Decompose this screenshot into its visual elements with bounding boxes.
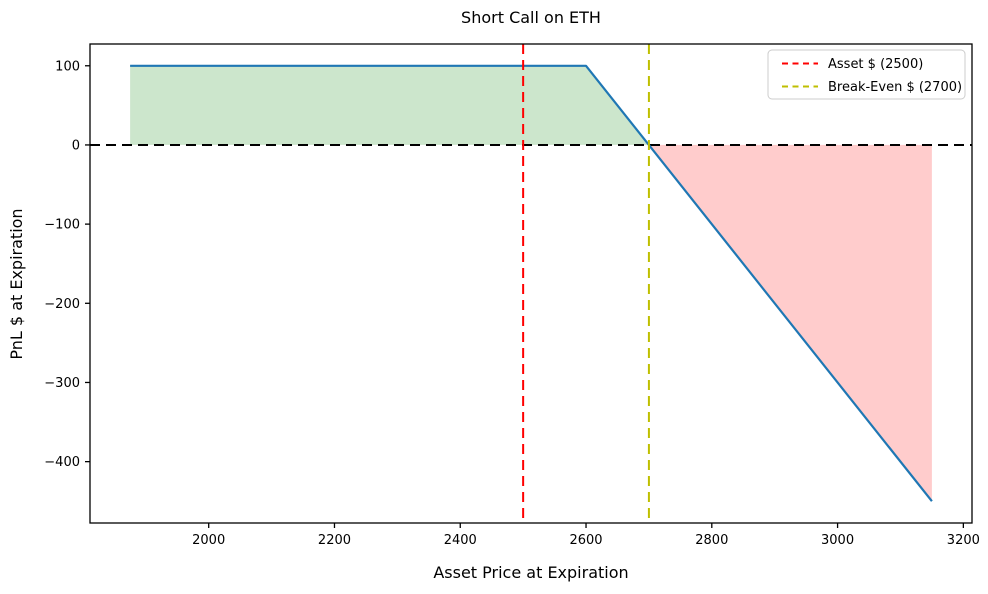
y-tick-label: 0 [72, 138, 80, 153]
x-tick-label: 2800 [695, 533, 728, 548]
y-ticks: 100 0 −100 −200 −300 −400 [44, 59, 90, 470]
x-ticks: 2000 2200 2400 2600 2800 3000 3200 [192, 523, 980, 548]
chart-title: Short Call on ETH [461, 8, 601, 27]
y-tick-label: −200 [44, 297, 80, 312]
legend-entry-label: Asset $ (2500) [828, 57, 923, 72]
x-tick-label: 2400 [444, 533, 477, 548]
profit-region-fill [130, 65, 649, 145]
y-tick-label: −400 [44, 455, 80, 470]
x-axis-label: Asset Price at Expiration [433, 563, 628, 582]
y-tick-label: −300 [44, 376, 80, 391]
legend-entries: Asset $ (2500) Break-Even $ (2700) [782, 57, 962, 95]
y-axis-label: PnL $ at Expiration [7, 208, 26, 359]
payoff-line [130, 64, 933, 502]
x-tick-label: 2000 [192, 533, 225, 548]
x-tick-label: 3200 [947, 533, 980, 548]
x-tick-label: 2600 [569, 533, 602, 548]
legend-entry-label: Break-Even $ (2700) [828, 80, 962, 95]
y-tick-label: −100 [44, 218, 80, 233]
fill-regions [130, 65, 932, 502]
x-tick-label: 3000 [821, 533, 854, 548]
y-tick-label: 100 [55, 59, 80, 74]
legend: Asset $ (2500) Break-Even $ (2700) [767, 49, 966, 100]
plot-border [89, 43, 973, 524]
x-tick-label: 2200 [318, 533, 351, 548]
